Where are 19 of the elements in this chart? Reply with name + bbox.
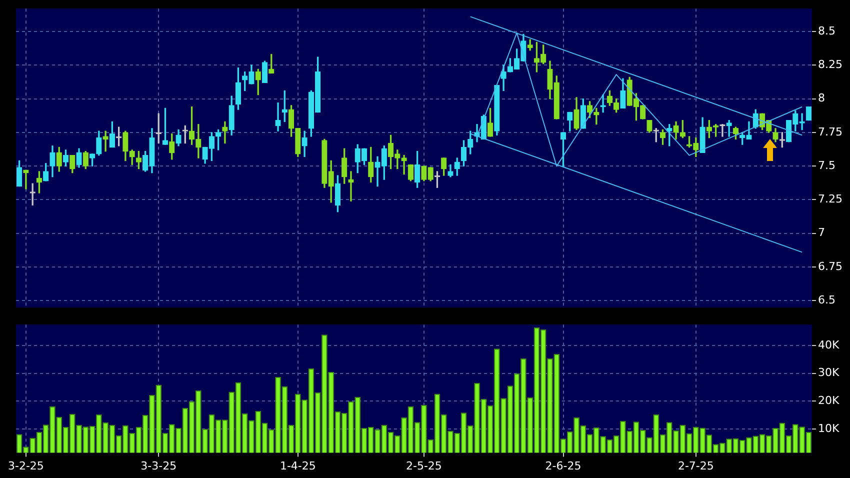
x-tick-label: 3-3-25 bbox=[140, 459, 177, 472]
y-tick-label: 7 bbox=[818, 226, 825, 240]
y-tick-label: 40K bbox=[818, 338, 840, 352]
x-tick-label: 2-6-25 bbox=[545, 459, 582, 472]
y-tick-label: 6.5 bbox=[818, 294, 836, 307]
y-tick-label: 8.5 bbox=[818, 24, 836, 38]
x-tick-label: 1-4-25 bbox=[280, 459, 316, 472]
y-tick-label: 8.25 bbox=[818, 58, 842, 71]
y-tick-label: 20K bbox=[818, 394, 840, 408]
y-tick-label: 6.75 bbox=[818, 260, 842, 273]
y-tick-label: 7.5 bbox=[818, 158, 836, 172]
y-tick-label: 30K bbox=[818, 366, 840, 380]
x-tick-label: 2-5-25 bbox=[406, 459, 442, 472]
x-tick-label: 2-7-25 bbox=[678, 459, 714, 472]
y-tick-label: 8 bbox=[818, 92, 825, 105]
y-tick-label: 10K bbox=[818, 422, 840, 435]
x-tick-label: 3-2-25 bbox=[8, 459, 44, 472]
y-tick-label: 7.75 bbox=[818, 125, 842, 138]
y-tick-label: 7.25 bbox=[818, 192, 842, 206]
